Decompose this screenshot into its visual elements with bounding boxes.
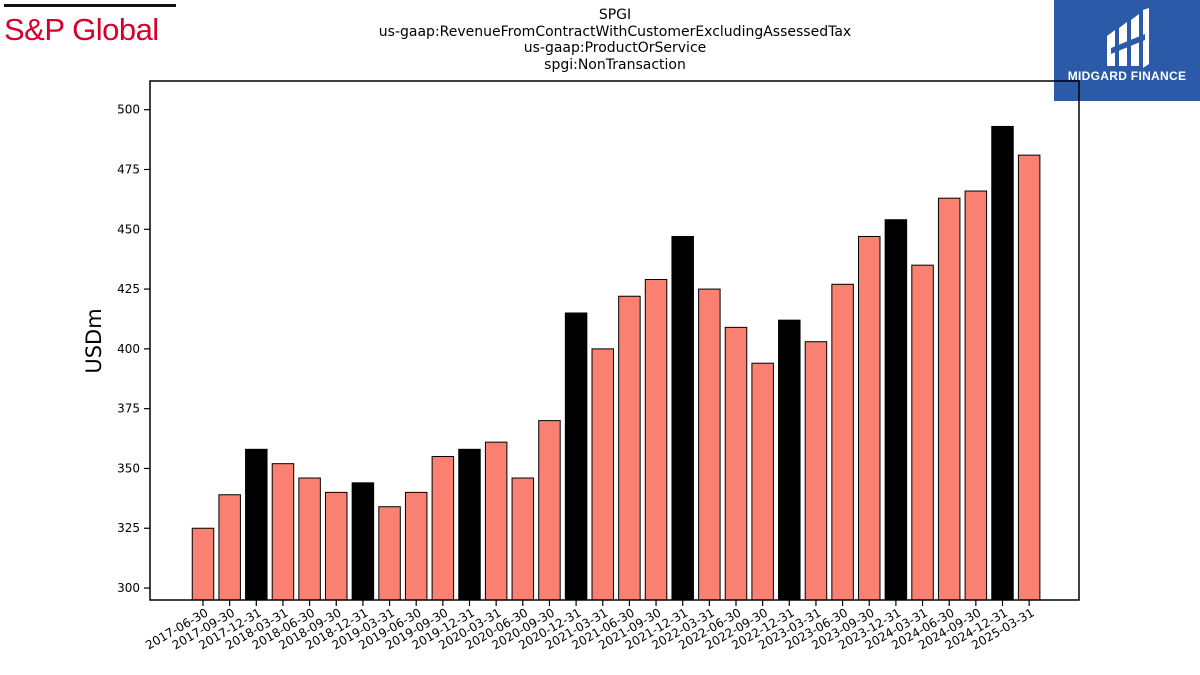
bar-2023-12-31 <box>884 219 908 601</box>
bar-2017-06-30 <box>191 527 215 601</box>
chart-title: SPGI <box>598 7 632 23</box>
plot-frame <box>149 80 1080 601</box>
bar-2021-06-30 <box>618 295 641 601</box>
bar-2021-09-30 <box>644 279 668 601</box>
bar-2020-03-31 <box>484 441 508 601</box>
y-axis-label: USDm <box>82 308 106 373</box>
bar-2018-12-31 <box>351 482 375 601</box>
y-tick-label: 325 <box>117 521 140 535</box>
chart-subtitle-member: spgi:NonTransaction <box>544 56 686 73</box>
bar-2024-06-30 <box>937 197 961 601</box>
bar-2019-03-31 <box>378 506 401 601</box>
bar-2021-03-31 <box>591 348 614 601</box>
bar-2024-03-31 <box>911 264 934 601</box>
y-tick-label: 300 <box>117 581 140 595</box>
bar-2022-06-30 <box>724 326 748 601</box>
sp-global-wordmark: S&P Global <box>4 12 159 47</box>
y-tick-label: 350 <box>117 461 140 475</box>
chart-subtitle-axis: us-gaap:ProductOrService <box>523 40 707 56</box>
bar-2017-09-30 <box>218 494 241 601</box>
y-tick-label: 500 <box>117 103 140 117</box>
chart-titles: SPGI us-gaap:RevenueFromContractWithCust… <box>300 7 930 73</box>
bar-2018-06-30 <box>298 477 321 601</box>
bar-2024-09-30 <box>964 190 988 601</box>
bar-2023-09-30 <box>858 235 881 601</box>
bar-2018-03-31 <box>271 463 295 601</box>
y-tick-label: 475 <box>117 162 140 176</box>
y-tick-label: 425 <box>117 282 140 296</box>
logo-rule <box>4 4 176 7</box>
chart-subtitle-concept: us-gaap:RevenueFromContractWithCustomerE… <box>378 23 852 40</box>
y-tick-label: 450 <box>117 222 140 236</box>
y-tick-label: 400 <box>117 342 140 356</box>
bar-2023-03-31 <box>804 341 828 601</box>
bar-2022-09-30 <box>751 362 774 601</box>
bar-2020-12-31 <box>564 312 588 601</box>
bar-2018-09-30 <box>325 491 348 601</box>
bar-2024-12-31 <box>991 125 1014 601</box>
bar-2019-09-30 <box>431 456 455 601</box>
midgard-finance-wordmark: MIDGARD FINANCE <box>1067 69 1187 83</box>
bar-2021-12-31 <box>671 235 694 601</box>
sp-global-logo: S&P Global <box>4 4 176 47</box>
y-tick-label: 375 <box>117 402 140 416</box>
bar-2019-12-31 <box>458 448 481 601</box>
bar-2019-06-30 <box>404 491 428 601</box>
bar-2022-03-31 <box>698 288 721 601</box>
bar-2025-03-31 <box>1017 154 1041 601</box>
bar-2017-12-31 <box>245 448 268 601</box>
y-axis: 300 325 350 375 400 425 450 475 500 <box>117 103 150 595</box>
x-axis: 2017-06-302017-09-302017-12-312018-03-31… <box>143 600 1037 652</box>
midgard-logo-icon <box>1107 8 1149 68</box>
bar-2022-12-31 <box>778 319 801 601</box>
bars-group <box>191 125 1041 601</box>
bar-2020-06-30 <box>511 477 535 601</box>
bar-2023-06-30 <box>831 283 854 601</box>
bar-2020-09-30 <box>538 420 561 601</box>
